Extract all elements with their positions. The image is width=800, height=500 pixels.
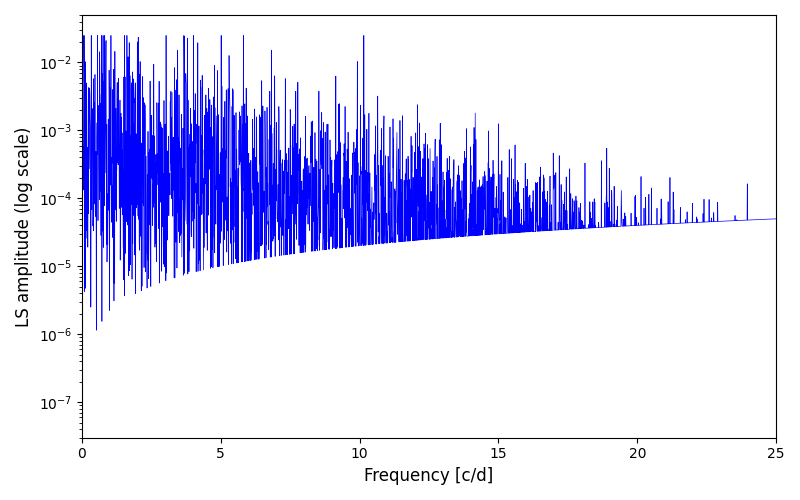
X-axis label: Frequency [c/d]: Frequency [c/d]: [364, 467, 494, 485]
Y-axis label: LS amplitude (log scale): LS amplitude (log scale): [15, 126, 33, 326]
